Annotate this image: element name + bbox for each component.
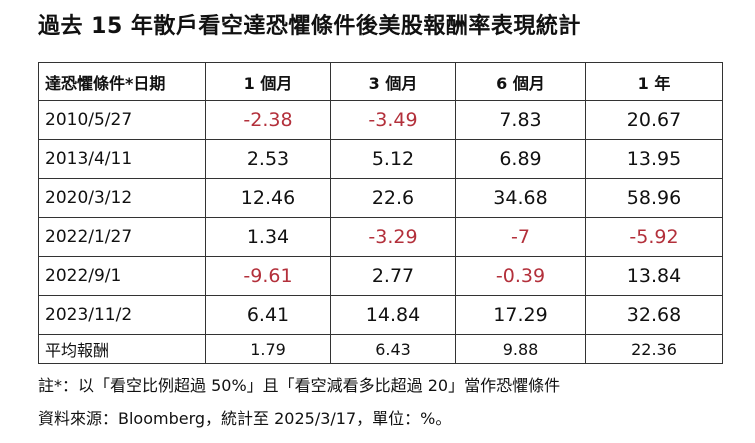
- title: 過去 15 年散戶看空達恐懼條件後美股報酬率表現統計: [38, 14, 581, 39]
- table-cell: 2022/9/1: [38, 256, 206, 296]
- table-row: 2022/9/1 -9.61 2.77 -0.39 13.84: [38, 256, 723, 296]
- table-cell: 2022/1/27: [38, 217, 206, 257]
- table-cell: 2023/11/2: [38, 295, 206, 335]
- table-row: 達恐懼條件*日期 1 個月 3 個月 6 個月 1 年: [38, 62, 723, 101]
- table-cell: 13.84: [585, 256, 723, 296]
- table-cell: 6.89: [455, 139, 586, 179]
- table-row: 2013/4/11 2.53 5.12 6.89 13.95: [38, 139, 723, 179]
- table: 達恐懼條件*日期 1 個月 3 個月 6 個月 1 年 2010/5/27 -2.38 -3.…: [38, 62, 723, 364]
- table-cell: -9.61: [205, 256, 331, 296]
- table-cell: 1.34: [205, 217, 331, 257]
- table-row: 2022/1/27 1.34 -3.29 -7 -5.92: [38, 217, 723, 257]
- table-cell: -7: [455, 217, 586, 257]
- table-cell: 9.88: [455, 334, 586, 364]
- table-cell: 5.12: [330, 139, 456, 179]
- table-cell: 1 年: [585, 62, 723, 101]
- note: 註*：以「看空比例超過 50%」且「看空減看多比超過 20」當作恐懼條件: [38, 376, 561, 395]
- table-cell: 22.36: [585, 334, 723, 364]
- table-cell: 1.79: [205, 334, 331, 364]
- table-row: 2010/5/27 -2.38 -3.49 7.83 20.67: [38, 100, 723, 140]
- table-cell: 34.68: [455, 178, 586, 218]
- table-cell: 14.84: [330, 295, 456, 335]
- table-cell: 6.43: [330, 334, 456, 364]
- table-row: 平均報酬 1.79 6.43 9.88 22.36: [38, 334, 723, 364]
- source: 資料來源：Bloomberg，統計至 2025/3/17，單位：%。: [38, 409, 452, 428]
- table-cell: -3.29: [330, 217, 456, 257]
- table-cell: 13.95: [585, 139, 723, 179]
- table-cell: 2.53: [205, 139, 331, 179]
- table-cell: -2.38: [205, 100, 331, 140]
- table-cell: -5.92: [585, 217, 723, 257]
- table-cell: 達恐懼條件*日期: [38, 62, 206, 101]
- table-cell: 22.6: [330, 178, 456, 218]
- table-cell: 7.83: [455, 100, 586, 140]
- table-cell: 3 個月: [330, 62, 456, 101]
- table-cell: 20.67: [585, 100, 723, 140]
- table-cell: 6 個月: [455, 62, 586, 101]
- table-row: 2020/3/12 12.46 22.6 34.68 58.96: [38, 178, 723, 218]
- table-cell: 平均報酬: [38, 334, 206, 364]
- table-cell: 2013/4/11: [38, 139, 206, 179]
- table-cell: 2010/5/27: [38, 100, 206, 140]
- table-cell: 1 個月: [205, 62, 331, 101]
- table-cell: 2.77: [330, 256, 456, 296]
- table-cell: 58.96: [585, 178, 723, 218]
- table-cell: 6.41: [205, 295, 331, 335]
- table-cell: 12.46: [205, 178, 331, 218]
- table-cell: 17.29: [455, 295, 586, 335]
- table-cell: 32.68: [585, 295, 723, 335]
- table-cell: 2020/3/12: [38, 178, 206, 218]
- table-cell: -0.39: [455, 256, 586, 296]
- table-row: 2023/11/2 6.41 14.84 17.29 32.68: [38, 295, 723, 335]
- table-cell: -3.49: [330, 100, 456, 140]
